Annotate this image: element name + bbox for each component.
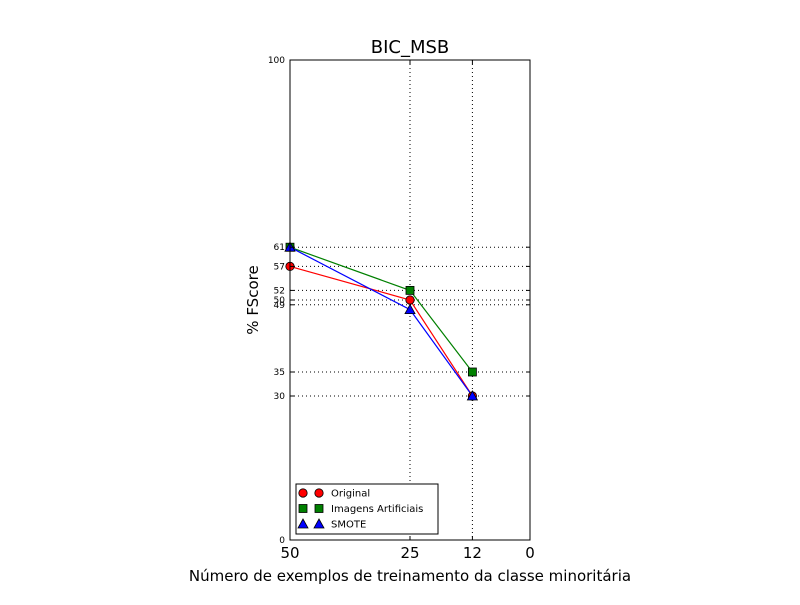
x-tick-label: 12 (463, 544, 482, 562)
legend-marker-smote (297, 518, 309, 529)
data-point-smote (466, 390, 479, 401)
legend-marker-smote (313, 518, 325, 529)
x-tick-label: 0 (525, 544, 535, 562)
chart-title: BIC_MSB (371, 37, 450, 58)
y-tick-label: 100 (268, 56, 285, 66)
legend-marker-imagens-artificiais (298, 504, 308, 513)
y-tick-label: 52 (274, 286, 285, 296)
x-tick-label: 25 (400, 544, 419, 562)
x-tick-label: 50 (280, 544, 299, 562)
series-layer (284, 241, 479, 401)
legend-label-original: Original (331, 489, 370, 500)
y-axis-label: % FScore (244, 265, 262, 334)
y-tick-label: 50 (274, 296, 286, 306)
y-tick-label: 61 (274, 243, 285, 253)
series-line-smote (289, 246, 473, 397)
data-point-original (405, 295, 415, 305)
legend-label-smote: SMOTE (331, 520, 366, 531)
x-axis-label: Número de exemplos de treinamento da cla… (189, 567, 631, 585)
series-line-original (289, 265, 473, 397)
y-tick-label: 49 (274, 301, 286, 311)
data-point-imagens-artificiais (467, 367, 477, 377)
y-tick-label: 35 (274, 368, 285, 378)
y-tick-label: 30 (274, 392, 286, 402)
legend-marker-original (314, 488, 324, 498)
data-point-imagens-artificiais (405, 285, 415, 295)
y-tick-label: 57 (274, 262, 285, 272)
legend-marker-original (298, 488, 308, 498)
legend-marker-imagens-artificiais (314, 504, 324, 513)
legend: Original Imagens Artificiais SMOTE (295, 483, 439, 535)
data-point-smote (404, 303, 416, 315)
legend-label-imagens-artificiais: Imagens Artificiais (331, 504, 423, 515)
y-tick-label: 0 (279, 536, 285, 546)
